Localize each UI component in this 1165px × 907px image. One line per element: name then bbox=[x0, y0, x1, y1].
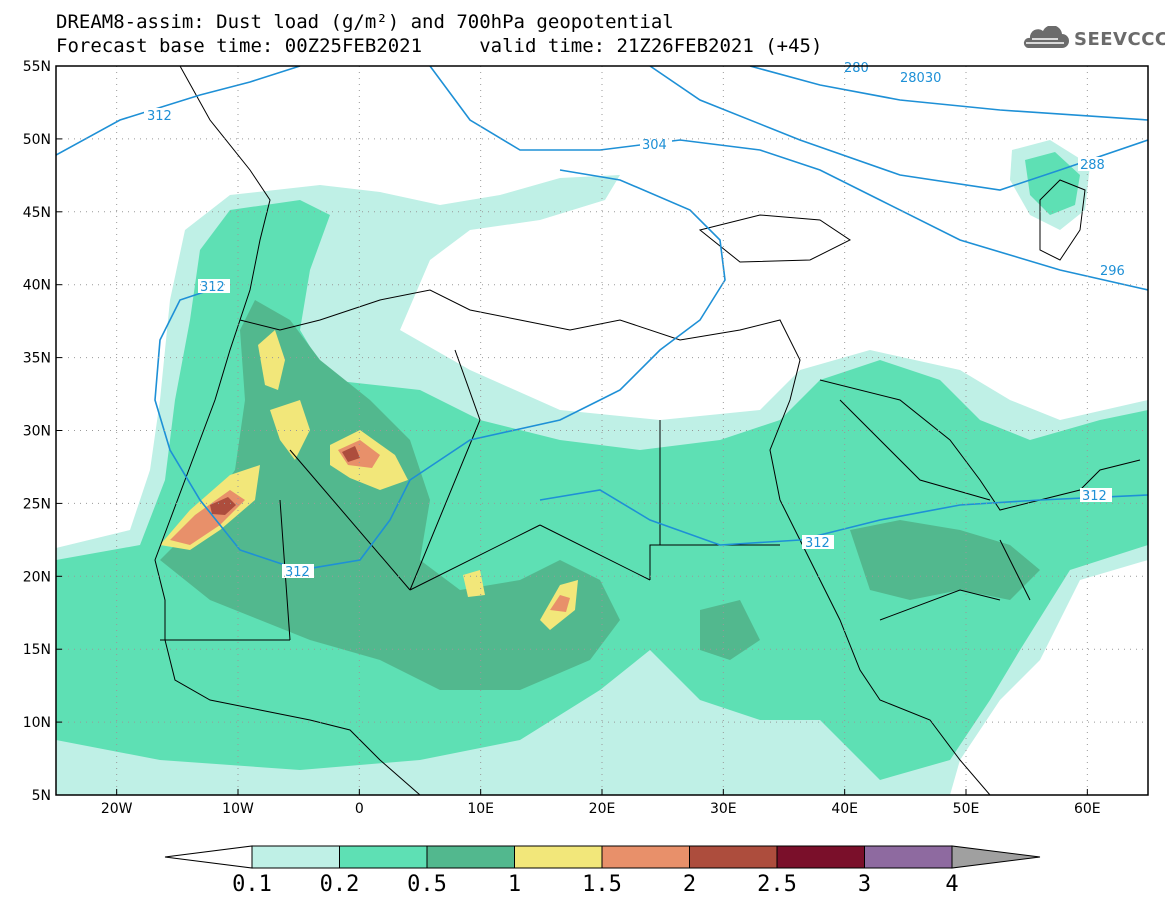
colorbar-lower-extension bbox=[164, 845, 253, 869]
colorbar-swatch bbox=[776, 845, 865, 869]
colorbar-swatch bbox=[251, 845, 340, 869]
lat-tick-label: 35N bbox=[23, 351, 51, 367]
contour-304 bbox=[429, 66, 1148, 291]
dust-region-high-niger bbox=[463, 570, 485, 597]
dust-region-dense-arabia bbox=[850, 520, 1040, 600]
lat-tick-label: 5N bbox=[32, 788, 51, 804]
contour-288 bbox=[749, 66, 1148, 121]
lat-tick-label: 45N bbox=[23, 205, 51, 221]
coastline-blacksea bbox=[698, 214, 851, 263]
contour-label: 296 bbox=[1100, 264, 1125, 279]
lon-tick-label: 20W bbox=[101, 801, 133, 817]
dust-region-high-morocco bbox=[258, 330, 285, 390]
colorbar-upper-extension bbox=[951, 845, 1041, 869]
colorbar-level-label: 0.1 bbox=[232, 872, 272, 897]
dust-region-very-high-chad bbox=[550, 595, 570, 612]
lon-tick-label: 10W bbox=[222, 801, 254, 817]
map-title-line2: Forecast base time: 00Z25FEB2021 valid t… bbox=[56, 35, 823, 57]
dust-field bbox=[56, 140, 1148, 795]
lon-tick-label: 20E bbox=[589, 801, 616, 817]
lat-tick-label: 30N bbox=[23, 424, 51, 440]
lon-tick-label: 50E bbox=[953, 801, 980, 817]
contour-label: 312 bbox=[200, 280, 225, 295]
dust-region-extreme-westsahara bbox=[210, 497, 236, 515]
lon-tick-label: 10E bbox=[467, 801, 494, 817]
contour-label: 304 bbox=[642, 138, 667, 153]
contour-label: 312 bbox=[805, 536, 830, 551]
axis-ticks: 20W 10W 0 10E 20E 30E 40E 50E 60E 55N 50N 45N 40N 35N… bbox=[23, 59, 1101, 817]
contour-label: 288 bbox=[1080, 158, 1105, 173]
dust-region-dense bbox=[160, 300, 620, 690]
colorbar-level-label: 1 bbox=[508, 872, 521, 897]
colorbar-swatch bbox=[514, 845, 603, 869]
contour-label: 280 bbox=[844, 61, 869, 76]
colorbar-swatch bbox=[864, 845, 953, 869]
coastline-red-sea bbox=[779, 499, 991, 795]
contour-312-main bbox=[154, 169, 726, 571]
lat-tick-label: 25N bbox=[23, 496, 51, 512]
lon-tick-label: 40E bbox=[831, 801, 858, 817]
contour-label: 312 bbox=[1082, 489, 1107, 504]
dust-region-extreme-algeria bbox=[342, 446, 360, 462]
colorbar-swatch bbox=[339, 845, 428, 869]
contour-312-north bbox=[56, 66, 301, 156]
contour-296 bbox=[649, 66, 1148, 191]
coastline-arabia bbox=[819, 379, 1141, 511]
logo-text: SEEVCCC bbox=[1074, 28, 1165, 50]
geopotential-contours bbox=[56, 66, 1148, 571]
lon-tick-label: 30E bbox=[710, 801, 737, 817]
contour-label: 312 bbox=[285, 565, 310, 580]
coastline-caspian bbox=[1039, 179, 1086, 261]
colorbar-level-label: 0.5 bbox=[407, 872, 447, 897]
lat-tick-label: 55N bbox=[23, 59, 51, 75]
seevccc-logo: SEEVCCC bbox=[1018, 26, 1165, 52]
colorbar-swatch bbox=[601, 845, 690, 869]
colorbar-level-label: 2.5 bbox=[757, 872, 797, 897]
colorbar-level-label: 4 bbox=[945, 872, 958, 897]
coastline-africa-west bbox=[154, 319, 421, 795]
contour-label: 28030 bbox=[900, 71, 941, 86]
lat-tick-label: 20N bbox=[23, 569, 51, 585]
dust-region-dense-sahel bbox=[700, 600, 760, 660]
lon-tick-label: 60E bbox=[1074, 801, 1101, 817]
coastline-europe bbox=[179, 66, 801, 501]
colorbar-level-label: 1.5 bbox=[582, 872, 622, 897]
lat-tick-label: 40N bbox=[23, 278, 51, 294]
cloud-icon bbox=[1023, 26, 1069, 48]
contour-labels: 312 312 312 312 304 288 296 28030 280 31… bbox=[144, 60, 1130, 580]
lat-tick-label: 10N bbox=[23, 715, 51, 731]
colorbar: 0.1 0.2 0.5 1 1.5 2 2.5 3 4 bbox=[164, 845, 1041, 897]
coastlines bbox=[154, 66, 1141, 795]
contour-label: 312 bbox=[147, 109, 172, 124]
map-title-line1: DREAM8-assim: Dust load (g/m²) and 700hP… bbox=[56, 11, 674, 33]
colorbar-level-label: 2 bbox=[683, 872, 696, 897]
lat-tick-label: 50N bbox=[23, 132, 51, 148]
contour-312-east bbox=[539, 489, 1148, 546]
colorbar-swatch bbox=[426, 845, 515, 869]
colorbar-level-label: 0.2 bbox=[320, 872, 360, 897]
lon-tick-label: 0 bbox=[355, 801, 364, 817]
colorbar-level-label: 3 bbox=[858, 872, 871, 897]
colorbar-swatch bbox=[689, 845, 778, 869]
lat-tick-label: 15N bbox=[23, 642, 51, 658]
